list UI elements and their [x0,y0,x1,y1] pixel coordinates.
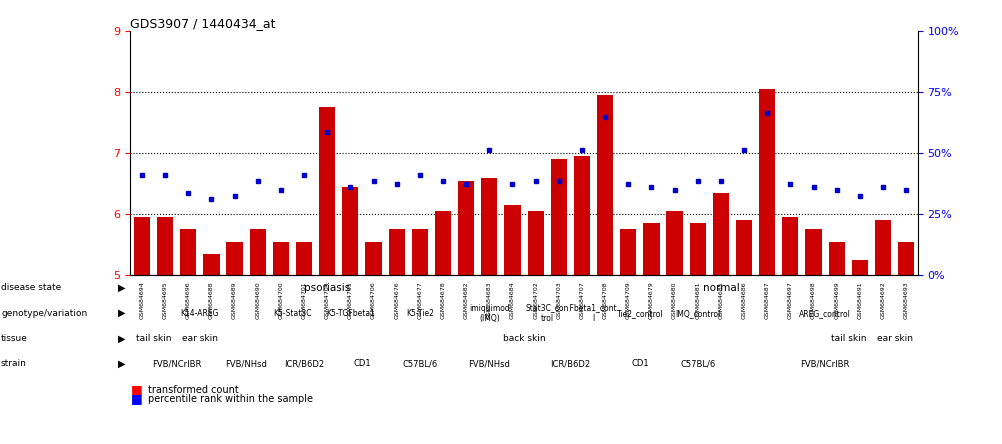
Text: FVB/NCrIBR: FVB/NCrIBR [800,359,849,369]
Bar [412,230,428,275]
Bar [203,254,219,275]
Bar [573,156,589,275]
Bar [435,211,451,275]
Text: C57BL/6: C57BL/6 [679,359,714,369]
Bar [504,205,520,275]
Bar [157,217,173,275]
Bar [642,223,659,275]
Text: genotype/variation: genotype/variation [1,309,87,318]
Bar [596,95,612,275]
Text: tail skin: tail skin [135,334,171,343]
Text: K5-Tie2: K5-Tie2 [406,309,433,318]
Bar [665,211,682,275]
Text: ▶: ▶ [118,308,125,318]
Text: ICR/B6D2: ICR/B6D2 [284,359,324,369]
Text: K5-Stat3C: K5-Stat3C [273,309,312,318]
Bar [481,178,497,275]
Text: CD1: CD1 [630,359,648,369]
Text: ■: ■ [130,392,142,405]
Text: IMQ_control: IMQ_control [674,309,719,318]
Text: CD1: CD1 [353,359,371,369]
Text: FVB/NHsd: FVB/NHsd [468,359,510,369]
Text: percentile rank within the sample: percentile rank within the sample [148,394,314,404]
Bar [619,230,635,275]
Bar [319,107,335,275]
Text: FVB/NHsd: FVB/NHsd [225,359,267,369]
Bar [273,242,289,275]
Text: ▶: ▶ [118,359,125,369]
Bar [712,193,728,275]
Bar [249,230,266,275]
Bar [782,217,798,275]
Bar [851,260,867,275]
Bar [550,159,566,275]
Bar [342,187,358,275]
Text: normal: normal [701,283,738,293]
Bar [828,242,844,275]
Text: Tie2_control: Tie2_control [616,309,662,318]
Text: ear skin: ear skin [876,334,912,343]
Text: disease state: disease state [1,283,61,293]
Bar [365,242,382,275]
Text: ▶: ▶ [118,283,125,293]
Text: transformed count: transformed count [148,385,238,395]
Text: GDS3907 / 1440434_at: GDS3907 / 1440434_at [130,17,276,30]
Bar [180,230,196,275]
Text: AREG_control: AREG_control [799,309,851,318]
Bar [458,181,474,275]
Text: ear skin: ear skin [181,334,217,343]
Text: ▶: ▶ [118,333,125,344]
Text: TGFbeta1_control
l: TGFbeta1_control l [559,304,626,323]
Bar [735,220,752,275]
Text: ■: ■ [130,383,142,396]
Text: ICR/B6D2: ICR/B6D2 [550,359,590,369]
Bar [226,242,242,275]
Bar [759,89,775,275]
Bar [296,242,312,275]
Text: K5-TGFbeta1: K5-TGFbeta1 [326,309,375,318]
Bar [874,220,890,275]
Text: back skin: back skin [502,334,545,343]
Bar [527,211,543,275]
Bar [897,242,914,275]
Text: strain: strain [1,359,27,369]
Text: C57BL/6: C57BL/6 [402,359,437,369]
Bar [388,230,405,275]
Text: Stat3C_con
trol: Stat3C_con trol [525,304,568,323]
Text: K14-AREG: K14-AREG [180,309,218,318]
Text: tissue: tissue [1,334,28,343]
Text: tail skin: tail skin [830,334,865,343]
Bar [689,223,705,275]
Text: imiquimod
(IMQ): imiquimod (IMQ) [469,304,509,323]
Bar [133,217,150,275]
Text: FVB/NCrIBR: FVB/NCrIBR [152,359,201,369]
Text: psoriasis: psoriasis [304,283,350,293]
Bar [805,230,821,275]
